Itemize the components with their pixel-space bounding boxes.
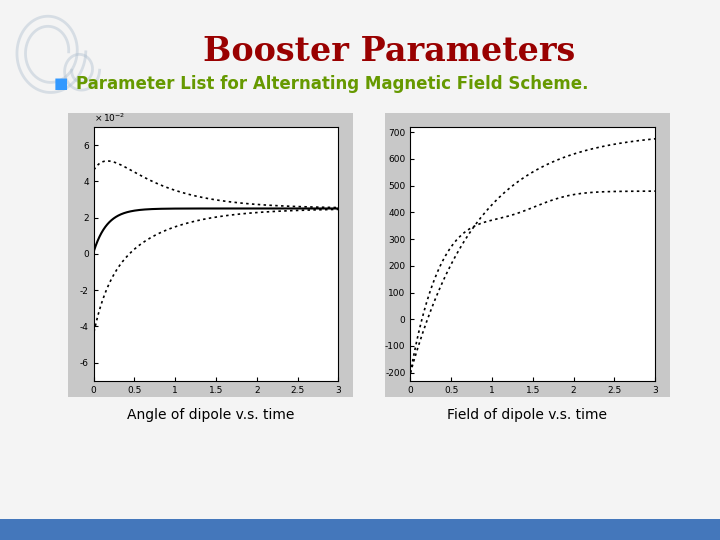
Text: Parameter List for Alternating Magnetic Field Scheme.: Parameter List for Alternating Magnetic … xyxy=(76,75,588,93)
Text: Angle of dipole v.s. time: Angle of dipole v.s. time xyxy=(127,408,294,422)
Text: $\times\,10^{-2}$: $\times\,10^{-2}$ xyxy=(94,112,125,124)
Text: ■: ■ xyxy=(54,76,68,91)
Text: Booster Parameters: Booster Parameters xyxy=(202,35,575,68)
Text: Field of dipole v.s. time: Field of dipole v.s. time xyxy=(447,408,607,422)
